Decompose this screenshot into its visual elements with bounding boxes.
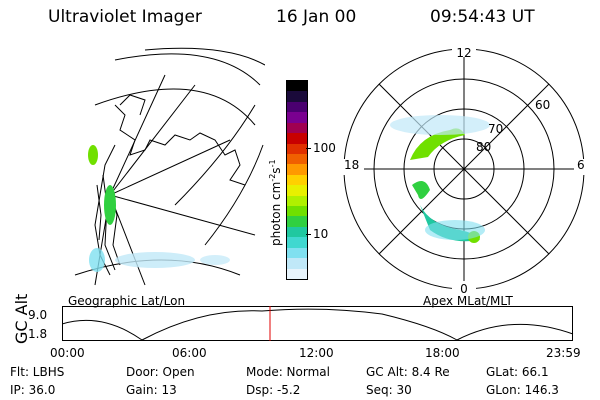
altitude-strip-plot bbox=[62, 306, 574, 341]
colorbar-segment bbox=[287, 258, 307, 269]
colorbar-unit-label: photon cm-2s-1 bbox=[268, 159, 283, 246]
param-gain: Gain: 13 bbox=[126, 383, 177, 397]
time-tick-3: 18:00 bbox=[425, 346, 460, 360]
instrument-title: Ultraviolet Imager bbox=[48, 7, 202, 27]
colorbar-segment bbox=[287, 185, 307, 196]
colorbar-segment bbox=[287, 216, 307, 227]
colorbar-tick bbox=[306, 148, 311, 149]
colorbar bbox=[286, 80, 308, 280]
time-tick-1: 06:00 bbox=[172, 346, 207, 360]
param-mode: Mode: Normal bbox=[246, 365, 330, 379]
geographic-map-panel bbox=[74, 47, 265, 286]
colorbar-segment bbox=[287, 133, 307, 144]
colorbar-segment bbox=[287, 195, 307, 207]
colorbar-segment bbox=[287, 268, 307, 280]
time-tick-0: 00:00 bbox=[50, 346, 85, 360]
param-door: Door: Open bbox=[126, 365, 195, 379]
colorbar-segment bbox=[287, 206, 307, 217]
colorbar-segment bbox=[287, 81, 307, 92]
mlt-label-18: 18 bbox=[344, 158, 359, 172]
time-tick-4: 23:59 bbox=[546, 346, 581, 360]
mlt-label-0: 0 bbox=[460, 282, 468, 295]
polar-plot: 12 0 18 6 80 70 60 bbox=[340, 45, 590, 295]
polar-label: Apex MLat/MLT bbox=[423, 294, 513, 308]
time-tick-2: 12:00 bbox=[299, 346, 334, 360]
altitude-min-label: 1.8 bbox=[28, 327, 48, 341]
colorbar-segment bbox=[287, 122, 307, 134]
param-gcalt: GC Alt: 8.4 Re bbox=[366, 365, 450, 379]
altitude-max-label: 9.0 bbox=[28, 308, 48, 322]
param-seq: Seq: 30 bbox=[366, 383, 412, 397]
colorbar-segment bbox=[287, 226, 307, 238]
colorbar-segment bbox=[287, 143, 307, 154]
mlt-label-6: 6 bbox=[577, 158, 585, 172]
mlat-label-60: 60 bbox=[535, 98, 550, 112]
param-flt: Flt: LBHS bbox=[10, 365, 65, 379]
colorbar-segment bbox=[287, 101, 307, 113]
colorbar-segment bbox=[287, 91, 307, 102]
mlt-label-12: 12 bbox=[456, 46, 471, 60]
colorbar-tick-label: 10 bbox=[313, 227, 329, 241]
mlat-label-80: 80 bbox=[476, 140, 491, 154]
colorbar-segment bbox=[287, 174, 307, 186]
date-label: 16 Jan 00 bbox=[276, 7, 357, 27]
time-label: 09:54:43 UT bbox=[430, 7, 535, 27]
colorbar-tick-label: 100 bbox=[313, 141, 336, 155]
colorbar-segment bbox=[287, 247, 307, 259]
param-glat: GLat: 66.1 bbox=[486, 365, 549, 379]
colorbar-segment bbox=[287, 237, 307, 248]
geographic-label: Geographic Lat/Lon bbox=[68, 294, 186, 308]
colorbar-segment bbox=[287, 153, 307, 165]
param-dsp: Dsp: -5.2 bbox=[246, 383, 301, 397]
colorbar-segment bbox=[287, 164, 307, 175]
mlat-label-70: 70 bbox=[488, 122, 503, 136]
colorbar-tick bbox=[306, 234, 311, 235]
param-ip: IP: 36.0 bbox=[10, 383, 56, 397]
colorbar-segment bbox=[287, 112, 307, 123]
param-glon: GLon: 146.3 bbox=[486, 383, 559, 397]
